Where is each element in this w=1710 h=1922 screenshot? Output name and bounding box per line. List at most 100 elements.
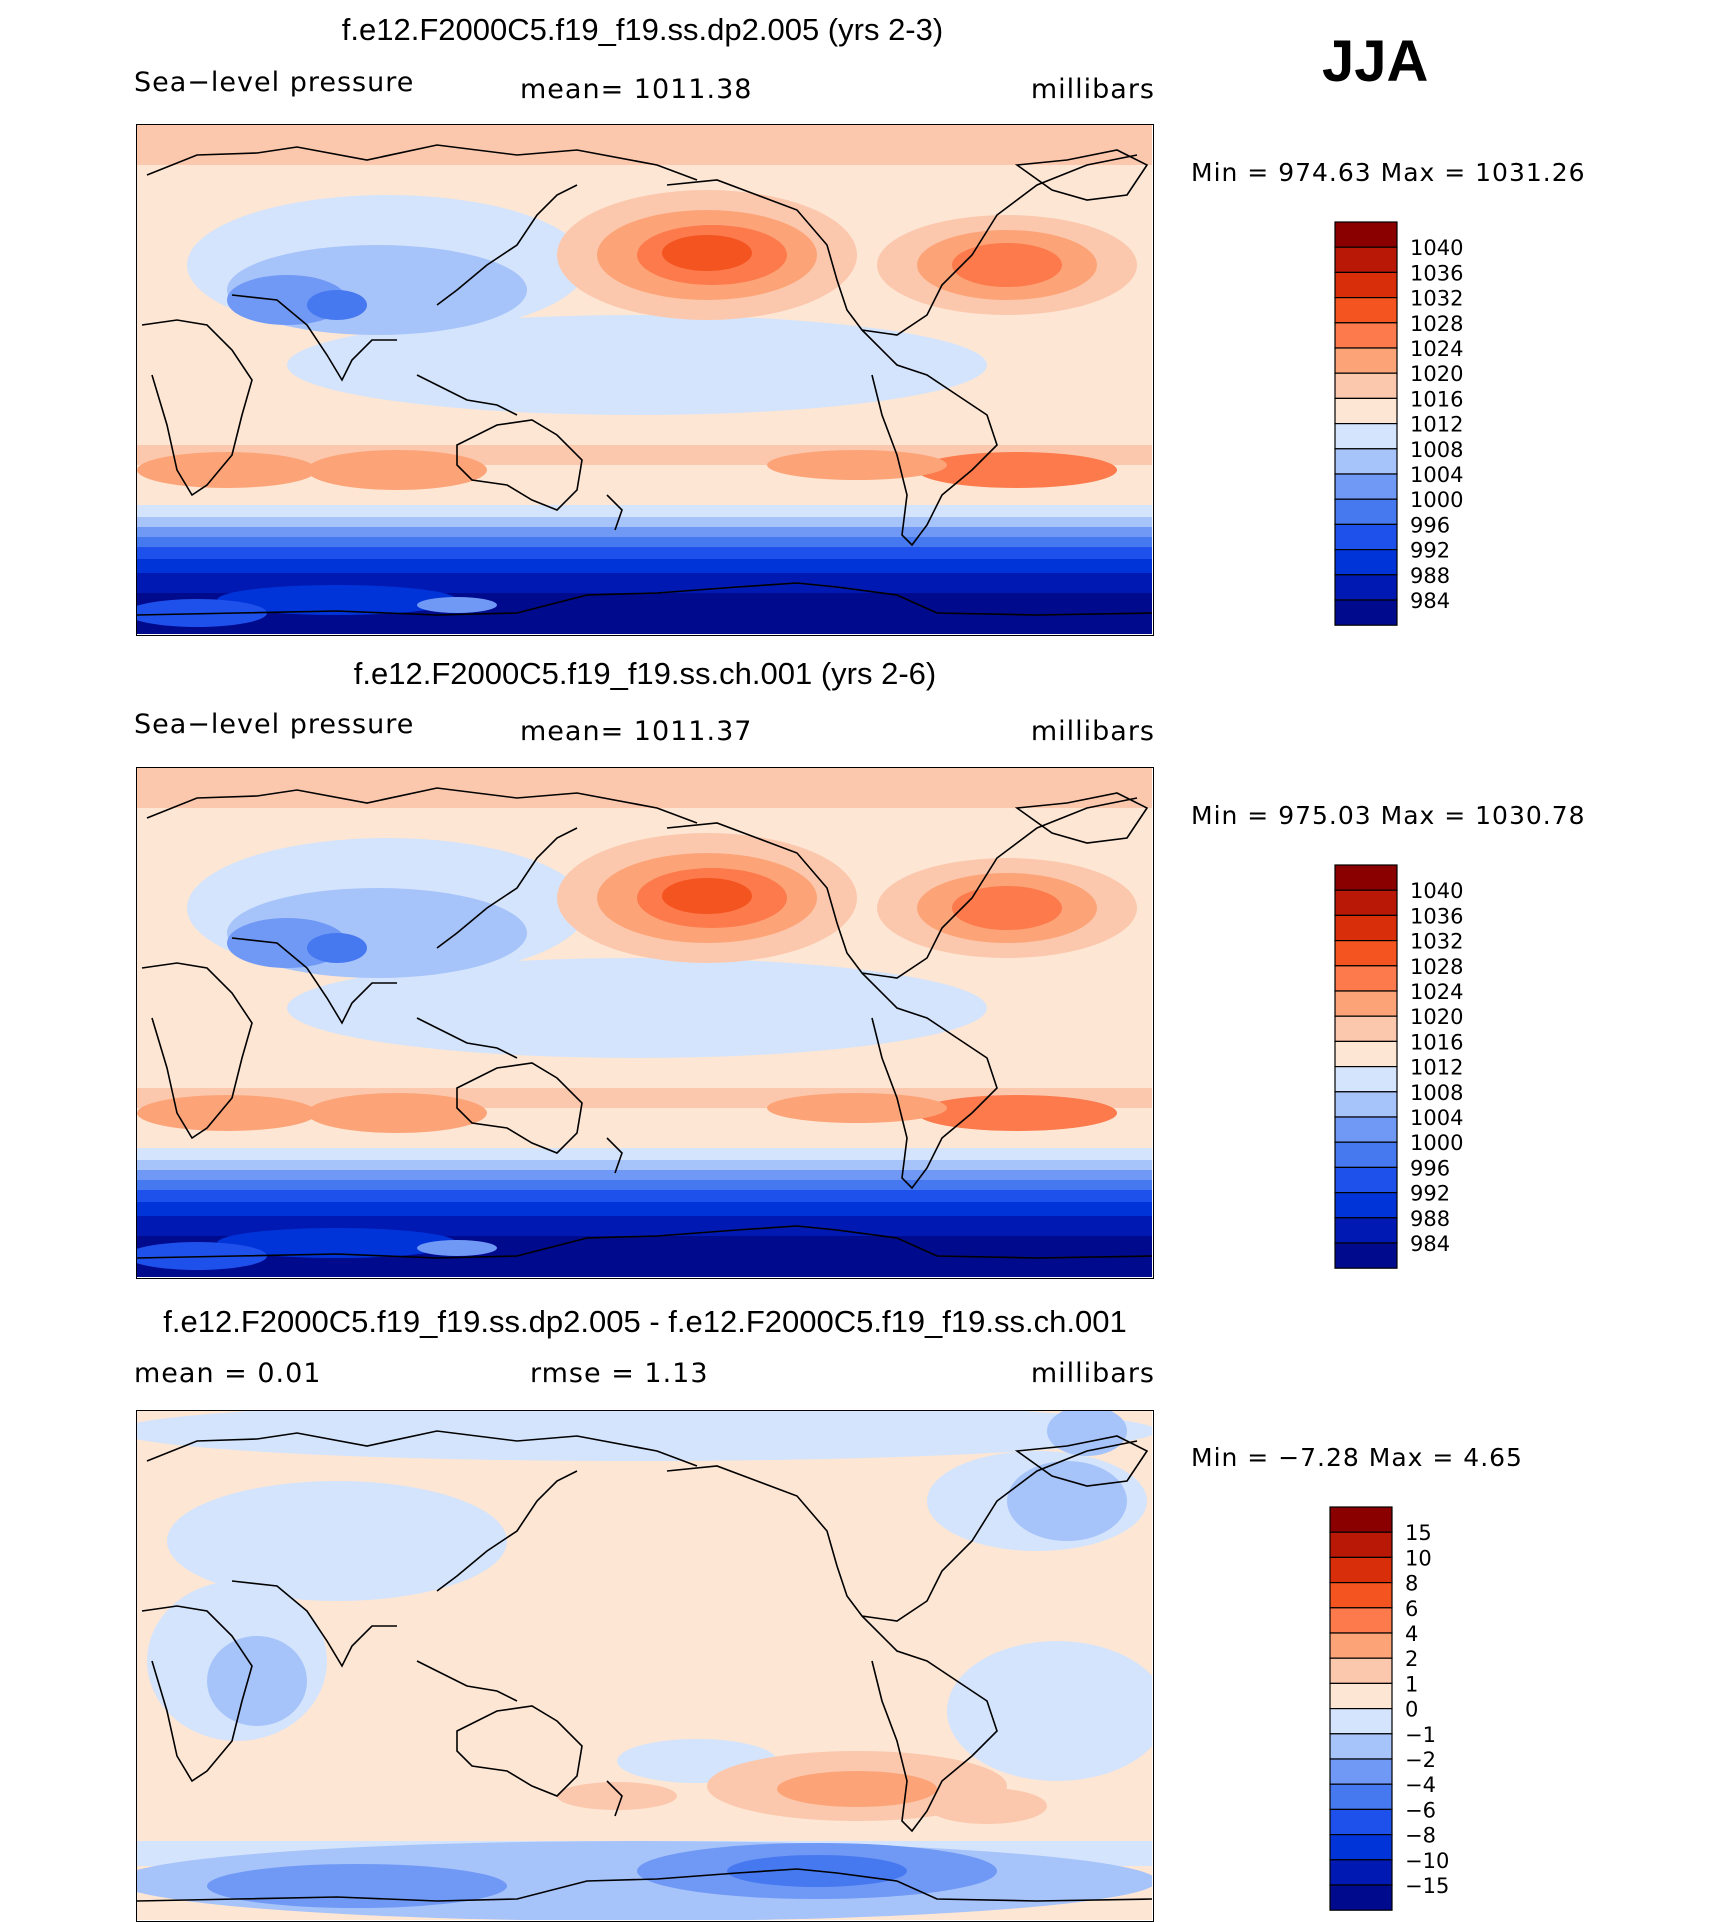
legend1-swatch [1334,221,1398,248]
coastline-path [416,374,518,416]
legend1-swatch [1334,599,1398,626]
coastline-path [137,582,1152,616]
contour-band [137,537,1152,547]
legend1-swatch [1334,523,1398,551]
panel2-mean: mean= 1011.37 [520,716,753,747]
coastline-path [436,827,578,949]
legend2-swatch [1334,914,1398,942]
contour-band [137,1170,1152,1180]
panel1-variable: Sea−level pressure [134,67,415,98]
contour-band [137,1202,1152,1216]
legend3-label: 15 [1405,1521,1432,1545]
legend1-swatch [1334,574,1398,601]
coastline-path [231,294,397,382]
legend2-swatch [1334,1192,1398,1219]
legend1-swatch [1334,372,1398,399]
legend1-label: 988 [1410,564,1450,588]
coastline-path [666,797,1138,979]
legend3-swatch [1329,1556,1393,1584]
legend1-swatch [1334,473,1398,500]
coastline-path [456,1705,583,1797]
legend3-label: 0 [1405,1698,1418,1722]
legend2-boxes [1334,864,1398,1269]
coastline-path [231,937,397,1025]
panel3-units: millibars [1030,1358,1155,1389]
coastline-path [1014,792,1149,844]
contour-region [947,1641,1152,1781]
contour-region [557,1782,677,1810]
legend3-label: −4 [1405,1773,1436,1797]
coastline-path [141,319,253,497]
legend1-swatch [1334,448,1398,475]
coastline-path [1014,149,1149,201]
contour-region [307,933,367,963]
legend1-label: 1012 [1410,413,1463,437]
coastline-path [416,1660,518,1702]
panel3-colorbar: 15 10 8 6 4 2 1 0 −1 −2 −4 −6 −8 −10 −15 [1329,1506,1470,1916]
contour-band [137,1148,1152,1160]
legend1-label: 1032 [1410,287,1463,311]
legend3-swatch [1329,1859,1393,1886]
panel1-colorbar: 1040 1036 1032 1028 1024 1020 1016 1012 1008 1004… [1334,221,1475,631]
tropical-low [287,315,987,415]
arctic-band [137,125,1152,165]
panel2-minmax: Min = 975.03 Max = 1030.78 [1191,801,1586,830]
legend3-label: 2 [1405,1647,1418,1671]
legend3-label: 10 [1405,1546,1432,1570]
legend3-swatch [1329,1834,1393,1861]
coastline-path [861,972,998,1190]
legend3-swatch [1329,1884,1393,1911]
legend3-swatch [1329,1632,1393,1659]
north-pacific-high [662,878,752,914]
legend2-label: 988 [1410,1207,1450,1231]
legend1-swatch [1334,296,1398,324]
legend1-label: 992 [1410,539,1450,563]
contour-region [417,597,497,613]
arctic-band [137,768,1152,808]
legend2-label: 1032 [1410,930,1463,954]
season-label: JJA [1322,29,1429,94]
contour-band [137,517,1152,527]
coastline-path [456,1062,583,1154]
contour-region [1007,1461,1127,1541]
coastline-path [1014,1435,1149,1487]
legend2-swatch [1334,990,1398,1017]
contour-band [137,1160,1152,1170]
coastline-path [606,1137,623,1174]
coastline-path [606,494,623,531]
legend1-boxes [1334,221,1398,626]
north-atlantic-high [952,243,1062,287]
legend3-swatch [1329,1581,1393,1609]
coastline-path [456,419,583,511]
south-atlantic-high [137,452,317,488]
contour-region [207,1636,307,1726]
legend1-label: 984 [1410,589,1450,613]
legend2-label: 1004 [1410,1106,1463,1130]
coastline-path [861,1615,998,1833]
legend1-label: 1016 [1410,387,1463,411]
legend2-label: 1012 [1410,1056,1463,1080]
legend3-label: 8 [1405,1572,1418,1596]
coastline-path [137,1868,1152,1902]
legend2-swatch [1334,1066,1398,1093]
contour-region [927,1788,1047,1824]
contour-region [417,1240,497,1256]
coastlines [137,144,1152,616]
legend2-swatch [1334,1040,1398,1068]
legend3-label: 4 [1405,1622,1418,1646]
legend3-swatch [1329,1531,1393,1559]
legend1-label: 1036 [1410,261,1463,285]
coastline-path [436,184,578,306]
coastlines [137,1430,1152,1902]
legend2-label: 1020 [1410,1005,1463,1029]
legend1-label: 1004 [1410,463,1463,487]
legend3-swatch [1329,1657,1393,1684]
legend2-label: 1008 [1410,1081,1463,1105]
legend2-label: 1000 [1410,1131,1463,1155]
legend3-swatch [1329,1607,1393,1634]
legend3-swatch [1329,1808,1393,1836]
panel2-colorbar: 1040 1036 1032 1028 1024 1020 1016 1012 1008 1004… [1334,864,1475,1274]
coastline-path [606,1780,623,1817]
tropical-low [287,958,987,1058]
pressure-field [137,125,1152,634]
